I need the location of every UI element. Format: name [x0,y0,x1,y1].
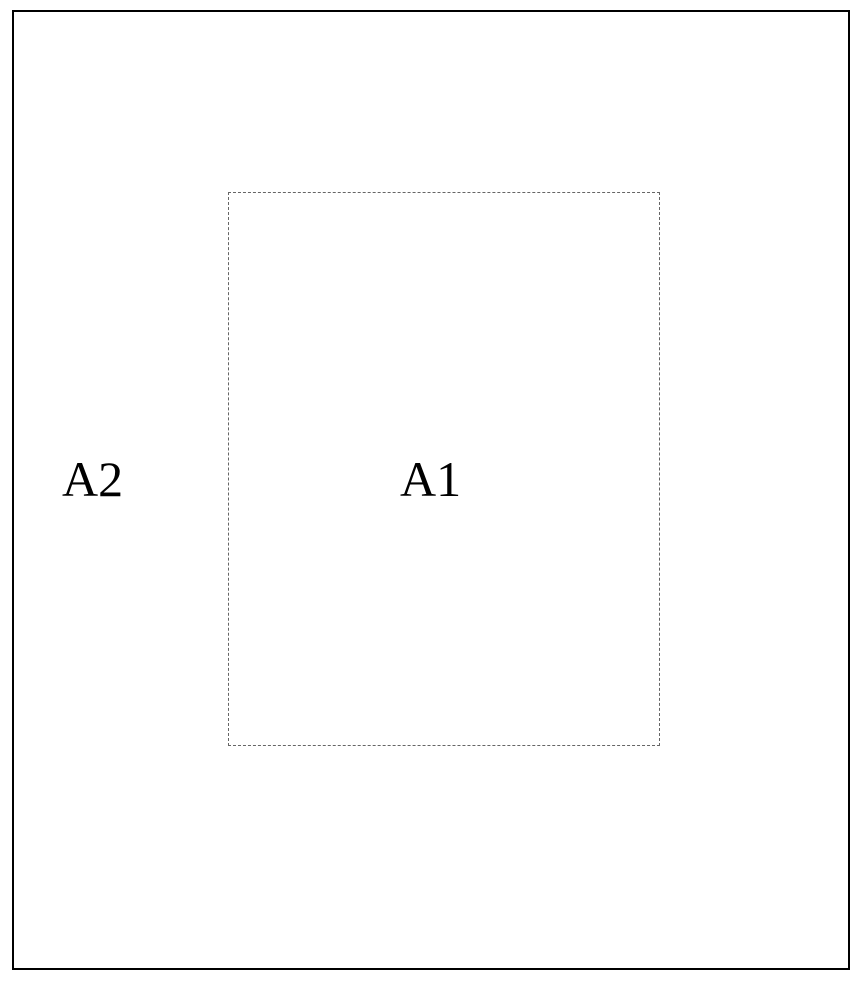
label-a1: A1 [400,450,461,508]
label-a2: A2 [62,450,123,508]
